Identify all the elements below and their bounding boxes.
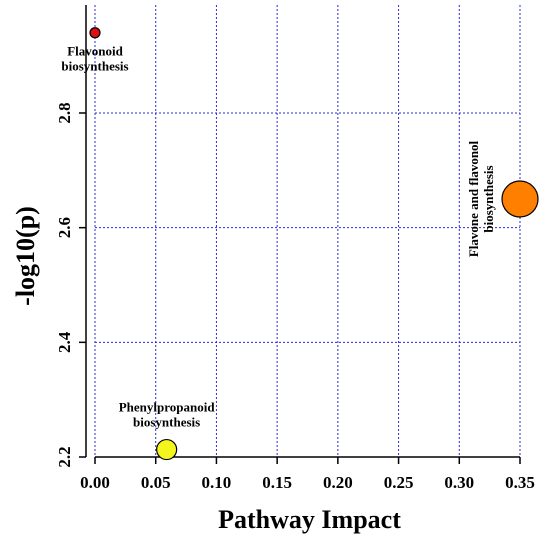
- point-label: Flavonoid: [67, 44, 123, 59]
- point-label: Phenylpropanoid: [119, 400, 216, 415]
- ticks: 0.00 0.05 0.10 0.15 0.20 0.25 0.30 0.35 2.2 2.4 2.…: [55, 102, 535, 492]
- x-tick-label: 0.10: [202, 473, 232, 492]
- x-tick-label: 0.20: [323, 473, 353, 492]
- point-label: Flavone and flavonol: [466, 140, 481, 257]
- point-label: biosynthesis: [133, 415, 200, 430]
- data-point: [156, 438, 178, 461]
- y-tick-label: 2.4: [55, 331, 74, 353]
- data-point: [501, 180, 539, 218]
- data-points: [89, 27, 539, 461]
- point-label: biosynthesis: [481, 165, 496, 232]
- point-labels: FlavonoidbiosynthesisPhenylpropanoidbios…: [61, 44, 496, 430]
- y-tick-label: 2.2: [55, 446, 74, 467]
- x-tick-label: 0.05: [141, 473, 171, 492]
- data-point: [89, 27, 101, 39]
- x-axis-title: Pathway Impact: [218, 505, 401, 534]
- x-tick-label: 0.00: [80, 473, 110, 492]
- y-tick-label: 2.6: [55, 217, 74, 238]
- point-label: biosynthesis: [61, 59, 128, 74]
- axes: [85, 5, 520, 458]
- grid: [94, 5, 521, 458]
- x-tick-label: 0.15: [262, 473, 292, 492]
- x-tick-label: 0.35: [505, 473, 535, 492]
- y-tick-label: 2.8: [55, 102, 74, 123]
- x-tick-label: 0.25: [384, 473, 414, 492]
- x-tick-label: 0.30: [444, 473, 474, 492]
- y-axis-title: -log10(p): [11, 206, 40, 306]
